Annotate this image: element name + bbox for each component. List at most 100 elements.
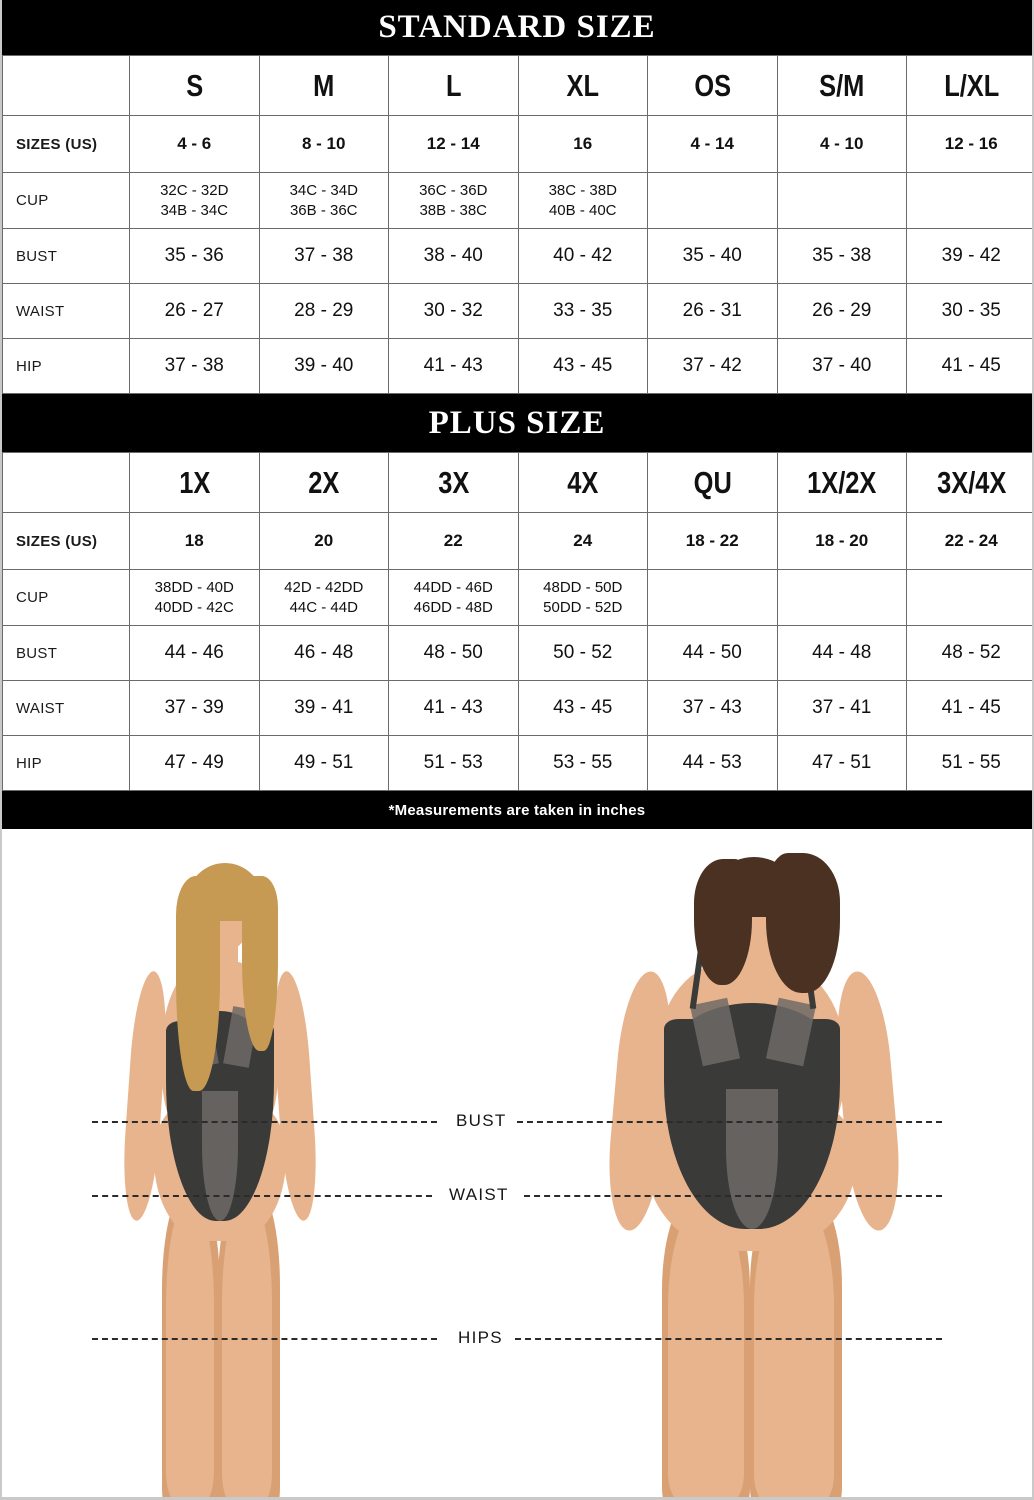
data-cell: 26 - 29 (776, 283, 907, 339)
hips-label: HIPS (449, 1328, 512, 1348)
data-cell: 4 - 10 (776, 115, 907, 173)
data-cell: 28 - 29 (258, 283, 389, 339)
standard-size-banner: STANDARD SIZE (2, 0, 1032, 55)
cup-line: 42D - 42DD (284, 579, 364, 597)
bust-dash-line-right (517, 1121, 942, 1123)
data-cell: 50 - 52 (517, 625, 648, 681)
cup-cell: 32C - 32D 34B - 34C (129, 172, 260, 229)
row-label-cup: CUP (2, 172, 130, 229)
data-cell: 26 - 27 (129, 283, 260, 339)
data-cell: 49 - 51 (258, 735, 389, 791)
table-row: HIP 47 - 49 49 - 51 51 - 53 53 - 55 44 - 53 47… (2, 735, 1032, 791)
size-header-2x: 2X (270, 452, 378, 513)
data-cell: 20 (258, 512, 389, 570)
data-cell: 46 - 48 (258, 625, 389, 681)
blackout-cell (906, 569, 1032, 626)
plus-size-banner: PLUS SIZE (2, 394, 1032, 452)
data-cell: 8 - 10 (258, 115, 389, 173)
data-cell: 48 - 52 (906, 625, 1032, 681)
data-cell: 4 - 14 (647, 115, 778, 173)
data-cell: 53 - 55 (517, 735, 648, 791)
data-cell: 37 - 43 (647, 680, 778, 736)
data-cell: 37 - 39 (129, 680, 260, 736)
size-header-m: M (270, 55, 378, 116)
data-cell: 39 - 40 (258, 338, 389, 394)
data-cell: 37 - 38 (258, 228, 389, 284)
data-cell: 44 - 53 (647, 735, 778, 791)
blackout-cell (647, 172, 778, 229)
size-header-qu: QU (658, 452, 766, 513)
row-label-sizesus: SIZES (US) (2, 115, 130, 173)
data-cell: 48 - 50 (388, 625, 519, 681)
data-cell: 30 - 35 (906, 283, 1032, 339)
size-header-row: 1X 2X 3X 4X QU 1X/2X 3X/4X (2, 452, 1033, 513)
waist-dash-line-left (92, 1195, 432, 1197)
table-row: HIP 37 - 38 39 - 40 41 - 43 43 - 45 37 - 42 37… (2, 338, 1032, 394)
size-header-3x-4x: 3X/4X (917, 452, 1025, 513)
data-cell: 40 - 42 (517, 228, 648, 284)
bust-label: BUST (447, 1111, 516, 1131)
table-row: WAIST 37 - 39 39 - 41 41 - 43 43 - 45 37 - 43… (2, 680, 1032, 736)
data-cell: 37 - 42 (647, 338, 778, 394)
data-cell: 41 - 45 (906, 680, 1032, 736)
data-cell: 12 - 16 (906, 115, 1032, 173)
data-cell: 4 - 6 (129, 115, 260, 173)
data-cell: 44 - 48 (776, 625, 907, 681)
data-cell: 18 - 20 (776, 512, 907, 570)
size-header-4x: 4X (529, 452, 637, 513)
data-cell: 18 (129, 512, 260, 570)
table-row: CUP 32C - 32D 34B - 34C 34C - 34D 36B - 36C 3… (2, 172, 1032, 229)
row-label-bust: BUST (2, 625, 130, 681)
row-label-hip: HIP (2, 735, 130, 791)
waist-label: WAIST (440, 1185, 518, 1205)
row-label-cup: CUP (2, 569, 130, 626)
cup-line: 38C - 38D (548, 182, 617, 200)
corner-cell (2, 452, 130, 513)
data-cell: 39 - 41 (258, 680, 389, 736)
data-cell: 41 - 43 (388, 680, 519, 736)
cup-cell: 38C - 38D 40B - 40C (517, 172, 648, 229)
row-label-waist: WAIST (2, 283, 130, 339)
cup-line: 34B - 34C (160, 201, 229, 219)
data-cell: 26 - 31 (647, 283, 778, 339)
data-cell: 47 - 51 (776, 735, 907, 791)
size-header-l: L (399, 55, 507, 116)
cup-line: 32C - 32D (160, 182, 229, 200)
cup-line: 44DD - 46D (413, 579, 493, 597)
blackout-cell (906, 172, 1032, 229)
corner-cell (2, 55, 130, 116)
size-header-3x: 3X (399, 452, 507, 513)
footnote-bar: *Measurements are taken in inches (2, 791, 1032, 829)
plus-size-table: 1X 2X 3X 4X QU 1X/2X 3X/4X SIZES (US) 18 20 22 24 18… (2, 452, 1033, 791)
data-cell: 39 - 42 (906, 228, 1032, 284)
data-cell: 43 - 45 (517, 338, 648, 394)
data-cell: 43 - 45 (517, 680, 648, 736)
data-cell: 44 - 50 (647, 625, 778, 681)
size-header-s-m: S/M (788, 55, 896, 116)
blackout-cell (776, 172, 907, 229)
data-cell: 37 - 41 (776, 680, 907, 736)
cup-line: 50DD - 52D (543, 598, 623, 616)
data-cell: 41 - 43 (388, 338, 519, 394)
cup-line: 40DD - 42C (154, 598, 234, 616)
cup-line: 46DD - 48D (413, 598, 493, 616)
cup-cell: 34C - 34D 36B - 36C (258, 172, 389, 229)
data-cell: 37 - 40 (776, 338, 907, 394)
data-cell: 30 - 32 (388, 283, 519, 339)
size-header-1x: 1X (140, 452, 248, 513)
data-cell: 22 (388, 512, 519, 570)
row-label-sizesus: SIZES (US) (2, 512, 130, 570)
row-label-hip: HIP (2, 338, 130, 394)
data-cell: 35 - 36 (129, 228, 260, 284)
model-plus-figure (602, 829, 962, 1497)
data-cell: 47 - 49 (129, 735, 260, 791)
cup-cell: 38DD - 40D 40DD - 42C (129, 569, 260, 626)
data-cell: 44 - 46 (129, 625, 260, 681)
cup-line: 48DD - 50D (543, 579, 623, 597)
data-cell: 12 - 14 (388, 115, 519, 173)
data-cell: 51 - 53 (388, 735, 519, 791)
table-row: BUST 35 - 36 37 - 38 38 - 40 40 - 42 35 - 40 3… (2, 228, 1032, 284)
cup-line: 38B - 38C (419, 201, 488, 219)
